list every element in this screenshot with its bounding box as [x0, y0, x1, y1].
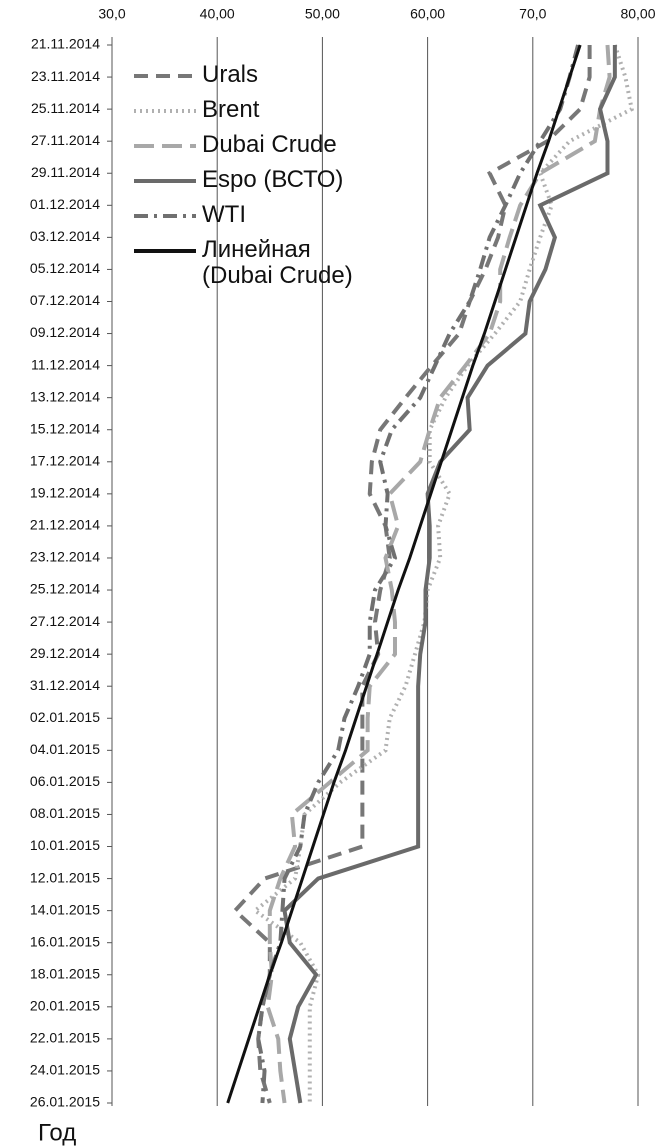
- series-line: [226, 44, 582, 1104]
- y-tick-label: 05.12.2014: [30, 260, 100, 276]
- y-tick-label: 06.01.2015: [30, 773, 100, 789]
- y-tick-label: 21.11.2014: [31, 36, 100, 52]
- y-tick-label: 12.01.2015: [30, 869, 100, 885]
- legend-item: Brent: [130, 97, 392, 132]
- legend-item: Urals: [130, 62, 392, 97]
- y-tick-label: 21.12.2014: [30, 517, 100, 533]
- y-tick-label: 27.11.2014: [31, 132, 100, 148]
- legend-swatch: [134, 249, 196, 253]
- legend-label: Espo (ВСТО): [202, 166, 344, 193]
- legend-swatch: [134, 109, 196, 113]
- y-tick-label: 08.01.2015: [30, 805, 100, 821]
- legend-label: Линейная (Dubai Crude): [202, 236, 353, 289]
- x-tick-label: 60,00: [410, 6, 445, 22]
- y-tick-label: 07.12.2014: [30, 292, 100, 308]
- y-tick-label: 25.12.2014: [30, 581, 100, 597]
- series-line: [265, 44, 612, 1104]
- y-tick-label: 14.01.2015: [30, 901, 100, 917]
- legend-label: WTI: [202, 201, 246, 228]
- y-tick-label: 17.12.2014: [30, 452, 100, 468]
- y-tick-label: 10.01.2015: [30, 837, 100, 853]
- y-tick-label: 16.01.2015: [30, 933, 100, 949]
- y-tick-label: 11.12.2014: [31, 356, 100, 372]
- y-tick-label: 04.01.2015: [30, 741, 100, 757]
- legend-swatch: [134, 179, 196, 183]
- x-tick-label: 30,0: [98, 6, 125, 22]
- series-line: [256, 44, 580, 1104]
- y-tick-label: 26.01.2015: [30, 1094, 100, 1110]
- legend-swatch: [134, 144, 196, 148]
- y-tick-label: 15.12.2014: [30, 420, 100, 436]
- legend-label: Urals: [202, 61, 259, 88]
- legend-label: Brent: [202, 96, 260, 123]
- y-tick-label: 13.12.2014: [30, 388, 100, 404]
- series-line: [251, 44, 634, 1103]
- legend-swatch: [134, 214, 196, 218]
- y-tick-label: 25.11.2014: [31, 100, 100, 116]
- x-tick-label: 50,00: [305, 6, 340, 22]
- legend-swatch: [134, 74, 196, 78]
- y-tick-label: 20.01.2015: [30, 998, 100, 1014]
- y-tick-label: 01.12.2014: [30, 196, 100, 212]
- y-tick-label: 02.01.2015: [30, 709, 100, 725]
- legend-item: Dubai Crude: [130, 132, 392, 167]
- y-tick-label: 18.01.2015: [30, 965, 100, 981]
- x-axis-label: Год: [38, 1119, 76, 1146]
- x-tick-label: 40,00: [200, 6, 235, 22]
- y-tick-label: 24.01.2015: [30, 1062, 100, 1078]
- y-tick-label: 27.12.2014: [30, 613, 100, 629]
- y-tick-label: 19.12.2014: [30, 485, 100, 501]
- y-tick-label: 09.12.2014: [30, 324, 100, 340]
- x-tick-label: 80,00: [620, 6, 655, 22]
- legend-label: Dubai Crude: [202, 131, 337, 158]
- y-tick-label: 29.12.2014: [30, 645, 100, 661]
- y-tick-label: 23.12.2014: [30, 549, 100, 565]
- legend-item: Линейная (Dubai Crude): [130, 237, 392, 289]
- x-tick-label: 70,0: [519, 6, 546, 22]
- y-tick-label: 29.11.2014: [31, 164, 100, 180]
- y-tick-label: 22.01.2015: [30, 1030, 100, 1046]
- y-tick-label: 31.12.2014: [30, 677, 100, 693]
- y-tick-label: 23.11.2014: [31, 68, 100, 84]
- legend-item: Espo (ВСТО): [130, 167, 392, 202]
- y-tick-label: 03.12.2014: [30, 228, 100, 244]
- legend-item: WTI: [130, 202, 392, 237]
- legend: Urals Brent Dubai Crude Espo (ВСТО) WTI Линей…: [130, 62, 392, 289]
